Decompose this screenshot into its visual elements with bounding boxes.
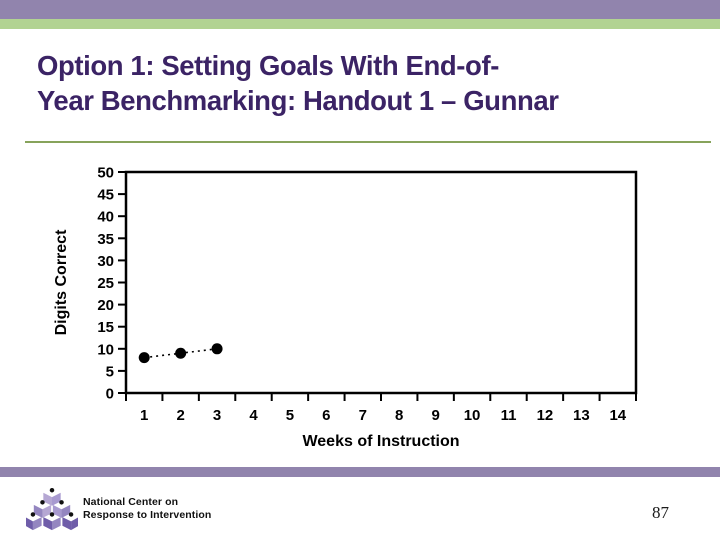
- svg-text:3: 3: [213, 407, 221, 424]
- svg-text:6: 6: [322, 407, 330, 424]
- svg-text:14: 14: [609, 407, 626, 424]
- svg-text:12: 12: [537, 407, 554, 424]
- svg-text:4: 4: [249, 407, 258, 424]
- page-title: Option 1: Setting Goals With End-of- Yea…: [37, 48, 713, 118]
- svg-text:13: 13: [573, 407, 590, 424]
- svg-text:20: 20: [97, 297, 114, 314]
- svg-text:15: 15: [97, 319, 114, 336]
- top-purple-bar: [0, 0, 720, 19]
- ncrti-pyramid-logo-icon: [26, 487, 78, 531]
- svg-text:40: 40: [97, 209, 114, 226]
- footer-purple-bar: [0, 467, 720, 477]
- svg-text:45: 45: [97, 187, 114, 204]
- svg-text:5: 5: [286, 407, 294, 424]
- page-number: 87: [652, 503, 669, 522]
- svg-text:1: 1: [140, 407, 148, 424]
- footer-org-line2: Response to Intervention: [83, 509, 212, 521]
- svg-text:Digits Correct: Digits Correct: [53, 229, 70, 335]
- footer-org-line1: National Center on: [83, 496, 179, 508]
- page-title-line1: Option 1: Setting Goals With End-of-: [37, 50, 499, 81]
- progress-chart: 0 5 10 15 20 25 30 35 40 45 50 1 2 3 4 5 6 7 8 9 10 11 12 13 14 W…: [38, 155, 698, 455]
- svg-text:11: 11: [501, 407, 517, 424]
- page-title-line2: Year Benchmarking: Handout 1 – Gunnar: [37, 85, 559, 116]
- svg-text:35: 35: [97, 231, 114, 248]
- svg-text:7: 7: [359, 407, 367, 424]
- svg-text:10: 10: [97, 341, 114, 358]
- svg-text:10: 10: [464, 407, 481, 424]
- svg-text:9: 9: [431, 407, 439, 424]
- title-separator-line: [25, 141, 711, 143]
- svg-text:5: 5: [106, 363, 114, 380]
- svg-text:50: 50: [97, 165, 114, 182]
- footer-org-name: National Center on Response to Intervent…: [83, 496, 211, 522]
- svg-text:0: 0: [106, 386, 114, 403]
- svg-text:Weeks of Instruction: Weeks of Instruction: [302, 433, 459, 450]
- svg-text:8: 8: [395, 407, 403, 424]
- svg-text:25: 25: [97, 275, 114, 292]
- top-green-bar: [0, 19, 720, 29]
- svg-text:2: 2: [176, 407, 184, 424]
- svg-text:30: 30: [97, 253, 114, 270]
